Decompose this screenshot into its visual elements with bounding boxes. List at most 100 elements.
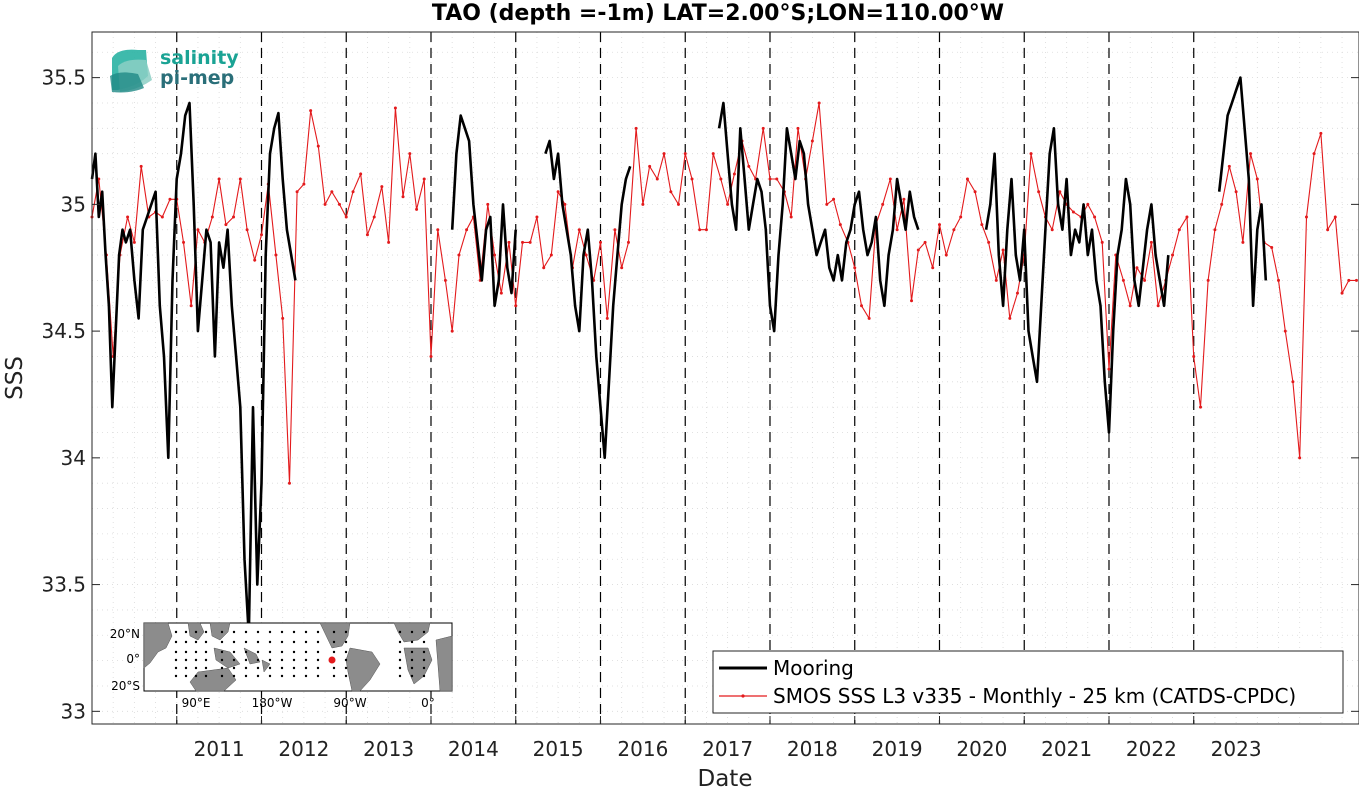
series-smos-point (626, 240, 630, 244)
map-lat-label-20n: 20°N (110, 627, 140, 641)
series-smos-point (232, 215, 236, 219)
series-smos-point (316, 144, 320, 148)
series-smos-point (1185, 215, 1189, 219)
map-mooring-dot (220, 666, 224, 670)
map-mooring-dot (280, 630, 284, 634)
map-mooring-dot (304, 650, 308, 654)
series-smos-point (1291, 380, 1295, 384)
map-mooring-dot (174, 666, 178, 670)
map-mooring-dot (292, 658, 296, 662)
series-smos-point (521, 240, 525, 244)
series-smos-point (1121, 278, 1125, 282)
series-smos-point (563, 202, 567, 206)
series-smos-point (415, 207, 419, 211)
series-smos-point (1171, 253, 1175, 257)
series-smos-point (493, 253, 497, 257)
series-smos-point (189, 304, 193, 308)
map-mooring-dot (256, 650, 260, 654)
series-smos-point (253, 258, 257, 262)
map-mooring-dot (204, 650, 208, 654)
series-smos-point (556, 190, 560, 194)
series-smos-point (867, 316, 871, 320)
map-mooring-dot (332, 630, 336, 634)
series-smos-point (994, 278, 998, 282)
series-smos-point (747, 164, 751, 168)
series-smos-point (825, 202, 829, 206)
map-mooring-dot (244, 630, 248, 634)
series-smos-point (302, 182, 306, 186)
series-smos-point (126, 215, 130, 219)
series-smos-point (683, 152, 687, 156)
series-smos-point (895, 228, 899, 232)
map-lon-label-180w: 180°W (252, 696, 293, 710)
map-mooring-dot (194, 674, 198, 678)
series-smos-point (662, 152, 666, 156)
series-smos-point (1128, 304, 1132, 308)
series-smos-point (465, 228, 469, 232)
series-smos-point (1100, 240, 1104, 244)
map-mooring-dot (332, 640, 336, 644)
map-lon-label-90w: 90°W (333, 696, 366, 710)
map-mooring-dot (280, 666, 284, 670)
series-smos-point (719, 177, 723, 181)
series-smos-point (281, 316, 285, 320)
map-lon-label-90e: 90°E (182, 696, 211, 710)
series-smos-point (1086, 202, 1090, 206)
y-tick-label: 34.5 (41, 319, 86, 343)
map-mooring-dot (244, 666, 248, 670)
map-mooring-dot (410, 630, 414, 634)
map-mooring-dot (184, 666, 188, 670)
map-mooring-dot (304, 630, 308, 634)
inset-map: 20°N 0° 20°S 90°E 180°W 90°W 0° (110, 622, 453, 710)
legend-swatch-smos-marker (741, 694, 745, 698)
map-mooring-dot (292, 666, 296, 670)
series-smos-point (1255, 177, 1259, 181)
series-smos-point (655, 177, 659, 181)
series-smos-point (853, 266, 857, 270)
x-tick-label: 2011 (194, 737, 245, 761)
map-lon-label-0: 0° (421, 696, 435, 710)
series-smos-point (1340, 291, 1344, 295)
map-mooring-dot (398, 666, 402, 670)
selected-mooring-marker (328, 656, 336, 664)
series-smos-point (648, 164, 652, 168)
map-mooring-dot (422, 630, 426, 634)
y-tick-label: 34 (61, 446, 86, 470)
map-mooring-dot (344, 674, 348, 678)
map-mooring-dot (204, 640, 208, 644)
series-smos-point (690, 177, 694, 181)
series-smos-point (499, 291, 503, 295)
year-marker-lines (176, 32, 1195, 724)
series-smos-point (1199, 405, 1203, 409)
series-smos-point (372, 215, 376, 219)
series-smos-point (1227, 164, 1231, 168)
map-mooring-dot (184, 674, 188, 678)
series-smos-point (1298, 456, 1302, 460)
series-smos-point (1177, 228, 1181, 232)
map-mooring-dot (268, 640, 272, 644)
chart-title: TAO (depth =-1m) LAT=2.00°S;LON=110.00°W (432, 1, 1004, 26)
x-tick-label: 2023 (1211, 737, 1262, 761)
map-mooring-dot (220, 650, 224, 654)
map-mooring-dot (232, 666, 236, 670)
map-mooring-dot (410, 640, 414, 644)
map-mooring-dot (304, 674, 308, 678)
series-smos-point (775, 177, 779, 181)
series-smos-point (1206, 278, 1210, 282)
series-mooring-segment (717, 101, 920, 333)
map-mooring-dot (292, 674, 296, 678)
series-smos-point (295, 190, 299, 194)
map-mooring-dot (194, 630, 198, 634)
series-smos-point (359, 172, 363, 176)
series-smos-point (902, 197, 906, 201)
x-axis-ticks: 2011 2012 2013 2014 2015 2016 2017 2018 2019 2020… (176, 716, 1262, 761)
series-smos-point (726, 202, 730, 206)
series-smos-point (1220, 202, 1224, 206)
series-smos-point (598, 240, 602, 244)
series-smos-point (937, 223, 941, 227)
y-tick-label: 33.5 (41, 573, 86, 597)
series-smos-point (139, 164, 143, 168)
series-smos-point (704, 228, 708, 232)
map-mooring-dot (232, 640, 236, 644)
series-smos-point (1071, 210, 1075, 214)
